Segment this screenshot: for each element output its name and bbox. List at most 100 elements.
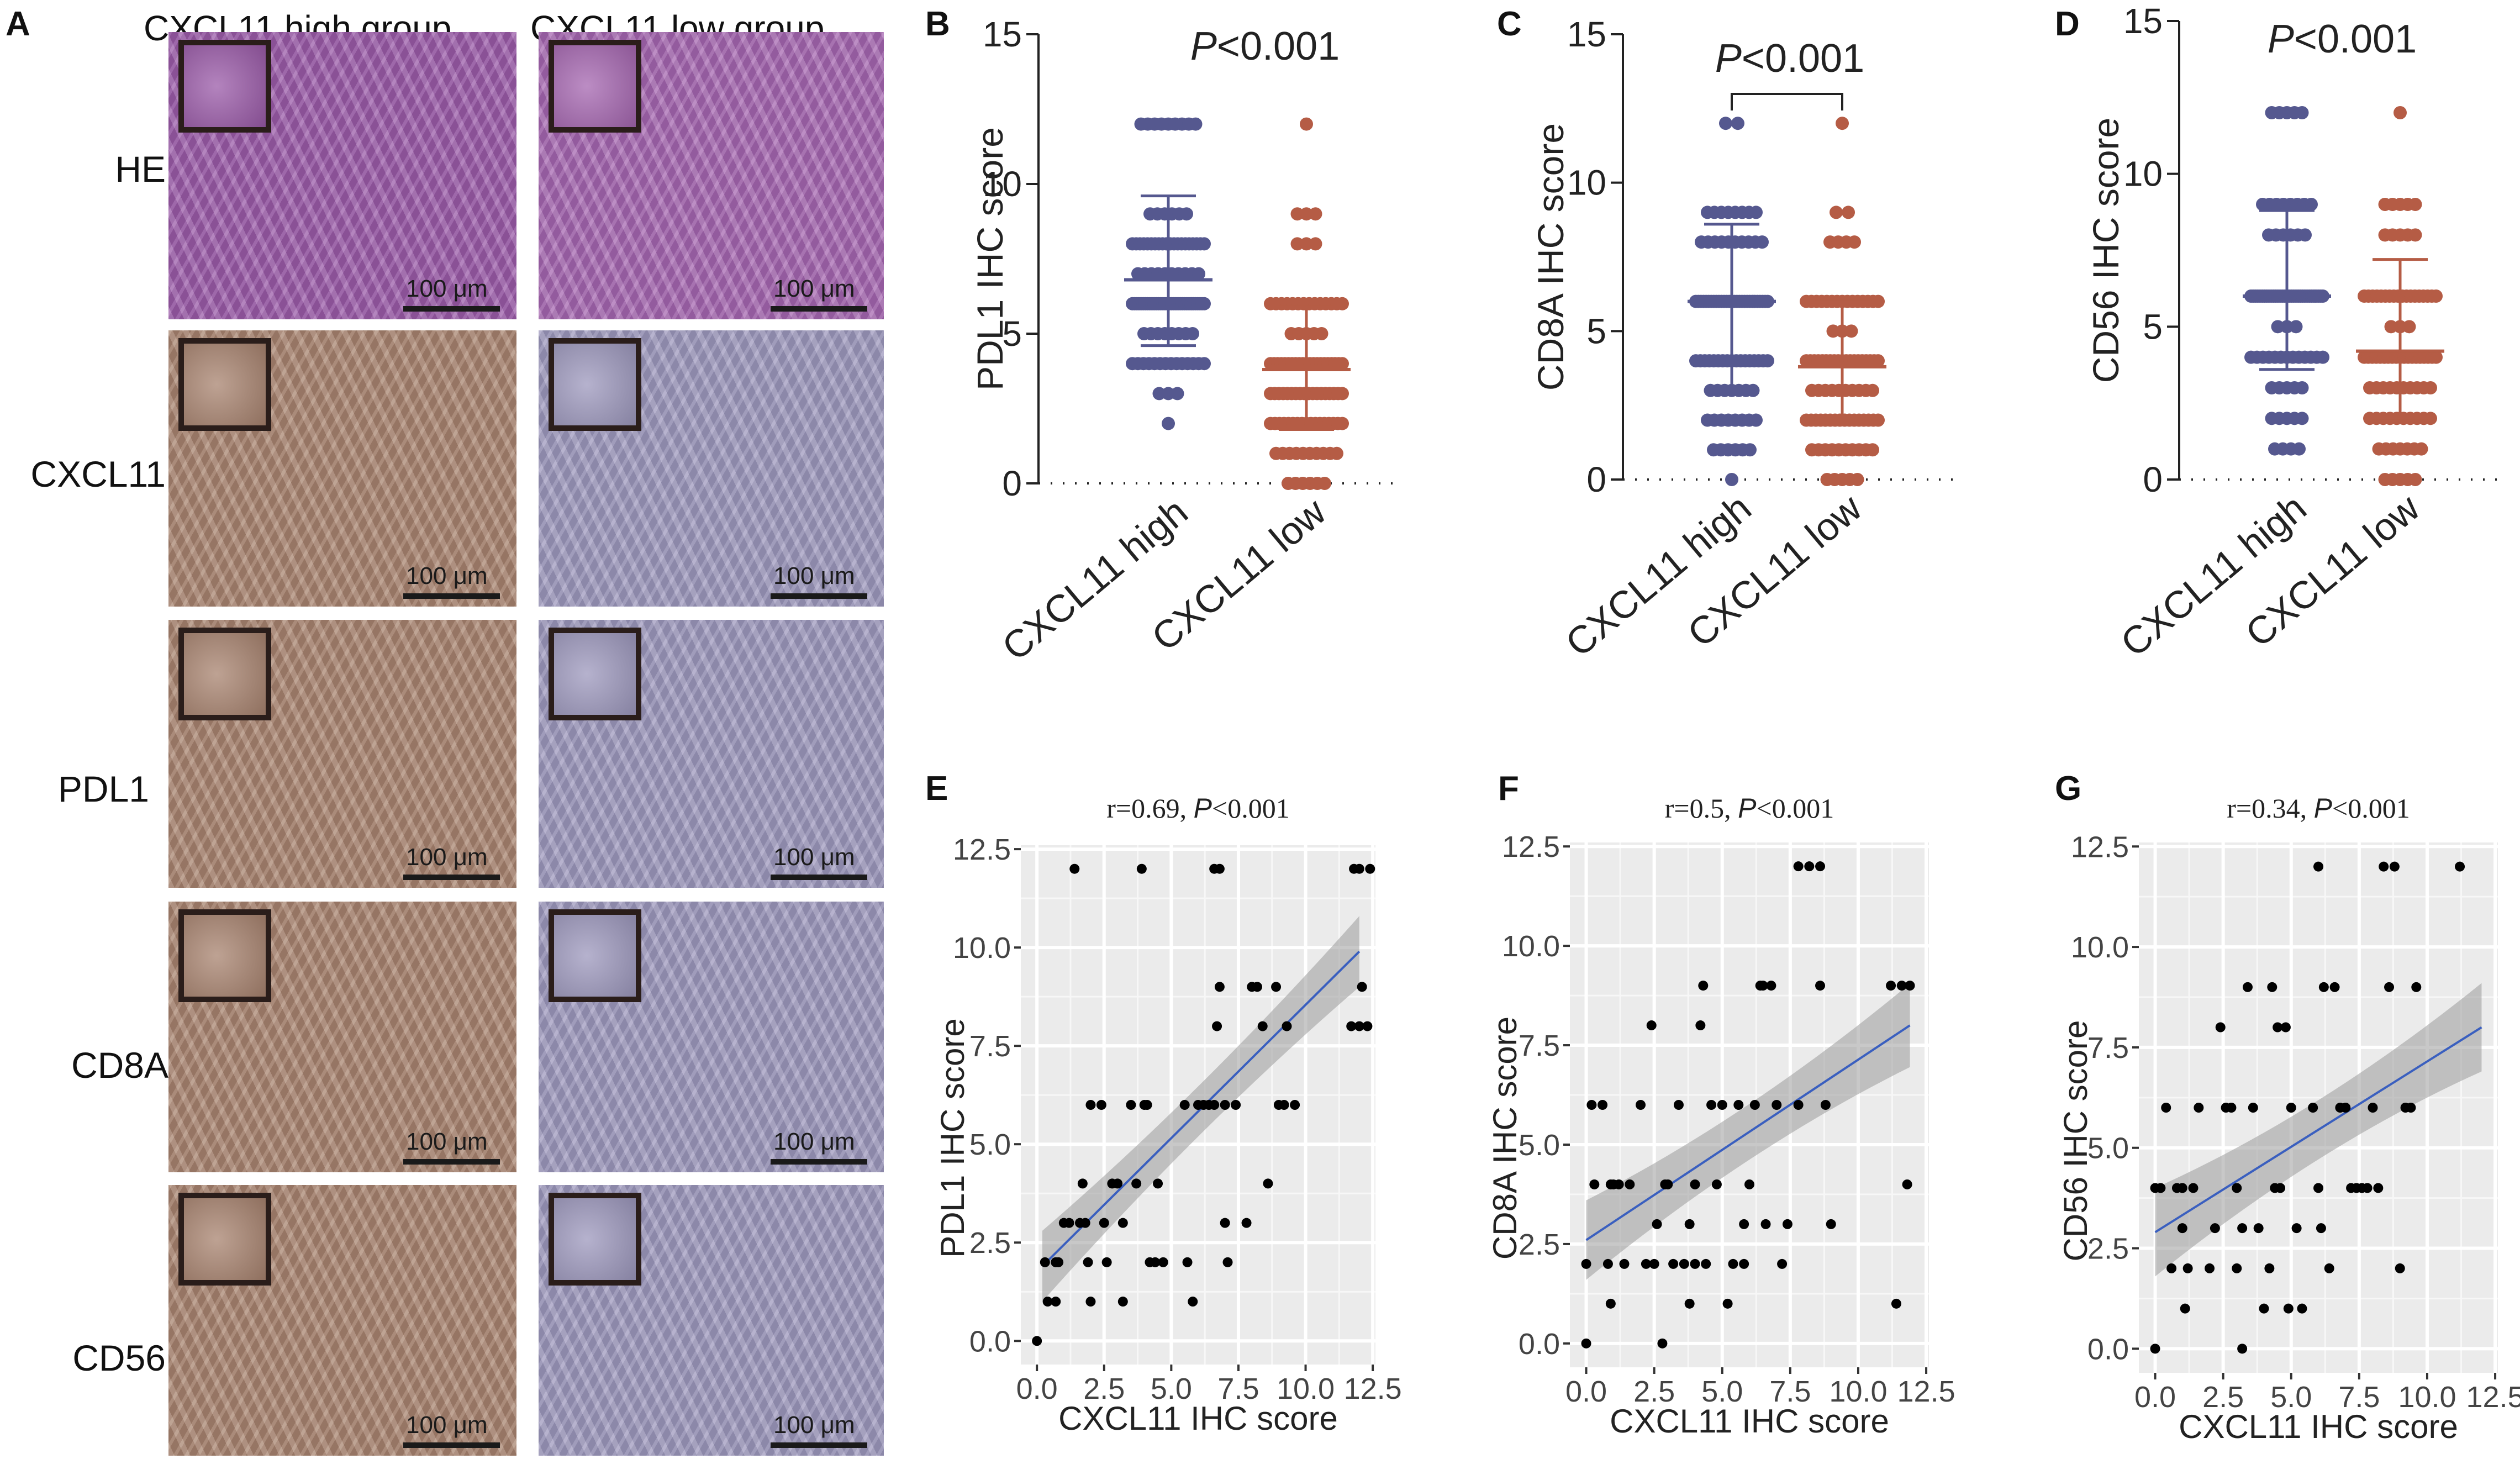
data-point (1851, 473, 1864, 486)
data-point (1188, 1297, 1198, 1307)
data-point (2182, 1263, 2193, 1273)
y-tick-label: 10 (2123, 154, 2163, 194)
data-point (1605, 1298, 1616, 1309)
y-tick-label: 12.5 (2071, 830, 2129, 863)
data-point (2395, 1263, 2405, 1273)
y-tick-label: 5 (1586, 311, 1606, 351)
data-point (1241, 1218, 1252, 1228)
data-point (1077, 1178, 1088, 1189)
data-point (1051, 1297, 1061, 1307)
data-point (1162, 387, 1175, 401)
data-point (1152, 387, 1166, 401)
y-tick-label: 10.0 (953, 931, 1011, 965)
data-point (2264, 1263, 2275, 1273)
data-point (1083, 1257, 1093, 1267)
data-point (1064, 1218, 1074, 1228)
data-point (1679, 1258, 1689, 1269)
data-point (1761, 354, 1774, 368)
data-point (1684, 1298, 1695, 1309)
data-point (2408, 473, 2422, 486)
panel-letter-d: D (2055, 5, 2080, 43)
y-tick-label: 7.5 (2087, 1031, 2129, 1065)
y-axis-label: CD8A IHC score (1530, 123, 1571, 391)
data-point (2411, 982, 2422, 992)
data-point (1711, 1179, 1722, 1189)
data-point (2280, 1022, 2291, 1033)
data-point (2275, 1183, 2286, 1193)
micrograph-cd8a-low: 100 μm (539, 902, 884, 1172)
micrograph-pdl1-high: 100 μm (168, 620, 516, 888)
data-point (1182, 1257, 1193, 1267)
data-point (1220, 1100, 1230, 1110)
x-tick-label: 7.5 (1217, 1372, 1259, 1405)
data-point (1652, 1219, 1662, 1229)
title-prefix: r=0.5, (1665, 793, 1738, 824)
panel-letter-c: C (1497, 5, 1522, 43)
data-point (2362, 1183, 2373, 1193)
data-point (2308, 1103, 2318, 1113)
x-axis-label: CXCL11 IHC score (1610, 1403, 1889, 1440)
data-point (1198, 357, 1211, 371)
title-italic-p: P (1738, 793, 1757, 824)
data-point (1891, 1298, 1901, 1309)
data-point (1820, 1100, 1831, 1110)
data-point (1300, 237, 1313, 251)
x-axis-label: CXCL11 IHC score (2179, 1408, 2458, 1445)
x-tick-label: 12.5 (1897, 1375, 1955, 1408)
data-point (2340, 1103, 2351, 1113)
data-point (2402, 320, 2416, 334)
data-point (1162, 417, 1175, 430)
x-axis-label: CXCL11 IHC score (1058, 1400, 1338, 1437)
data-point (1354, 863, 1364, 874)
y-tick-label: 12.5 (953, 833, 1011, 866)
y-tick-label: 0.0 (2087, 1332, 2129, 1366)
chart-title: r=0.34, P<0.001 (2227, 793, 2410, 824)
data-point (2295, 412, 2309, 425)
data-point (1725, 473, 1738, 486)
scale-bar-label: 100 μm (773, 275, 855, 302)
data-point (1695, 1020, 1706, 1031)
data-point (1309, 207, 1322, 221)
data-point (1743, 443, 1757, 457)
data-point (2313, 861, 2323, 872)
data-point (2155, 1183, 2166, 1193)
data-point (1614, 1179, 1624, 1189)
data-point (2389, 861, 2400, 872)
title-rest: <0.001 (1212, 793, 1290, 824)
data-point (1180, 207, 1193, 221)
data-point (1362, 1021, 1373, 1031)
data-point (2210, 1223, 2220, 1234)
data-point (1815, 981, 1826, 991)
data-point (1826, 324, 1840, 338)
x-tick-label: CXCL11 high (1558, 486, 1759, 665)
scale-bar (771, 875, 867, 880)
scale-bar-label: 100 μm (406, 1411, 488, 1439)
x-tick-label: 5.0 (1151, 1372, 1192, 1405)
data-point (1782, 1219, 1793, 1229)
data-point (1701, 1258, 1711, 1269)
data-point (2414, 442, 2428, 456)
data-point (1602, 1258, 1613, 1269)
row-label-cd8a: CD8A (71, 1045, 168, 1086)
y-tick-label: 5.0 (2087, 1132, 2129, 1165)
data-point (1257, 1021, 1268, 1031)
data-point (1336, 417, 1349, 430)
data-point (2368, 1103, 2378, 1113)
data-point (1315, 327, 1328, 340)
scale-bar (771, 1159, 867, 1165)
data-point (2394, 106, 2407, 119)
y-tick-label: 5.0 (969, 1128, 1011, 1161)
y-tick-label: 10 (1567, 163, 1606, 203)
data-point (1619, 1258, 1630, 1269)
data-point (1690, 1179, 1700, 1189)
data-point (1641, 1258, 1651, 1269)
scale-bar (403, 1159, 500, 1165)
data-point (2316, 350, 2329, 364)
title-prefix: r=0.69, (1106, 793, 1193, 824)
scale-bar (403, 1442, 500, 1448)
magnified-inset (549, 1193, 641, 1286)
title-italic-p: P (1194, 793, 1212, 824)
data-point (1848, 235, 1861, 249)
